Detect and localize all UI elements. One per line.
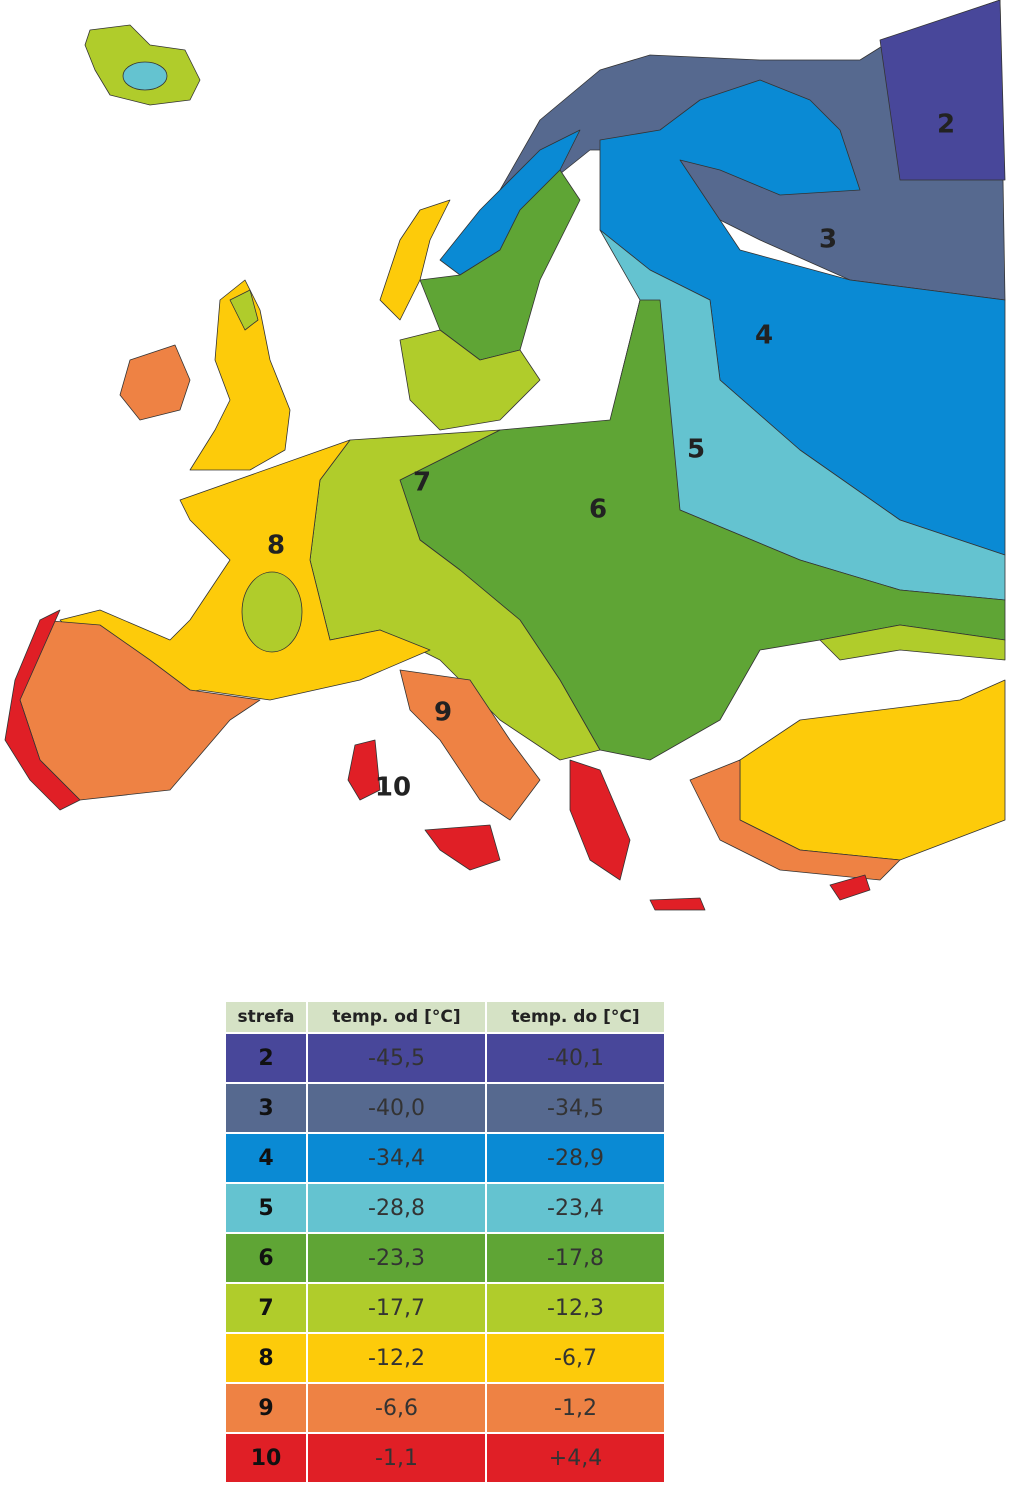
zone-row: 7 -17,7 -12,3 bbox=[226, 1284, 664, 1332]
temperature-cell: -12,3 bbox=[487, 1284, 664, 1332]
zone-cell: 7 bbox=[226, 1284, 306, 1332]
zone-2 bbox=[879, 0, 1006, 181]
header-cell: temp. od [°C] bbox=[308, 1002, 485, 1032]
zone-row: 6 -23,3 -17,8 bbox=[226, 1234, 664, 1282]
zone-table: strefa temp. od [°C] temp. do [°C] 2 -45,… bbox=[224, 1000, 666, 1484]
zone-label: 10 bbox=[375, 773, 411, 803]
zone-cell: 4 bbox=[226, 1134, 306, 1182]
zone-7-east bbox=[819, 624, 1006, 661]
zone-cell: 2 bbox=[226, 1034, 306, 1082]
temperature-cell: -6,7 bbox=[487, 1334, 664, 1382]
zone-cell: 5 bbox=[226, 1184, 306, 1232]
temperature-cell: -6,6 bbox=[308, 1384, 485, 1432]
zone-row: 2 -45,5 -40,1 bbox=[226, 1034, 664, 1082]
zone-row: 9 -6,6 -1,2 bbox=[226, 1384, 664, 1432]
zone-10-spain bbox=[4, 609, 81, 811]
zone-10-greece bbox=[569, 759, 631, 881]
zone-row: 8 -12,2 -6,7 bbox=[226, 1334, 664, 1382]
temperature-cell: -45,5 bbox=[308, 1034, 485, 1082]
zone-9-italy bbox=[399, 669, 541, 821]
zone-label: 3 bbox=[819, 225, 837, 255]
temperature-cell: -28,8 bbox=[308, 1184, 485, 1232]
iceland-zone-5 bbox=[122, 61, 168, 91]
map-shapes bbox=[4, 0, 1006, 911]
header-cell: temp. do [°C] bbox=[487, 1002, 664, 1032]
zone-label: 4 bbox=[755, 321, 773, 351]
temperature-cell: -17,8 bbox=[487, 1234, 664, 1282]
zone-cell: 10 bbox=[226, 1434, 306, 1482]
temperature-cell: -12,2 bbox=[308, 1334, 485, 1382]
temperature-cell: -17,7 bbox=[308, 1284, 485, 1332]
zone-row: 3 -40,0 -34,5 bbox=[226, 1084, 664, 1132]
cyprus bbox=[829, 874, 871, 901]
zone-label: 5 bbox=[687, 435, 705, 465]
europe-map: 2 3 4 5 6 7 8 9 10 bbox=[4, 0, 1006, 911]
zone-row: 4 -34,4 -28,9 bbox=[226, 1134, 664, 1182]
zone-label: 9 bbox=[434, 698, 452, 728]
sicily bbox=[424, 824, 501, 871]
zone-9-turkey bbox=[689, 759, 901, 881]
temperature-cell: +4,4 bbox=[487, 1434, 664, 1482]
temperature-cell: -34,5 bbox=[487, 1084, 664, 1132]
zone-label: 8 bbox=[267, 531, 285, 561]
zone-row: 5 -28,8 -23,4 bbox=[226, 1184, 664, 1232]
zone-label: 6 bbox=[589, 495, 607, 525]
zone-row: 10 -1,1 +4,4 bbox=[226, 1434, 664, 1482]
zone-8-turkey bbox=[739, 679, 1006, 861]
header-cell: strefa bbox=[226, 1002, 306, 1032]
zone-cell: 6 bbox=[226, 1234, 306, 1282]
temperature-cell: -34,4 bbox=[308, 1134, 485, 1182]
zone-7-north bbox=[399, 329, 541, 431]
zone-label: 7 bbox=[413, 468, 431, 498]
temperature-cell: -28,9 bbox=[487, 1134, 664, 1182]
crete bbox=[649, 897, 706, 911]
gb-zone-7 bbox=[229, 289, 259, 331]
temperature-cell: -40,1 bbox=[487, 1034, 664, 1082]
temperature-cell: -23,3 bbox=[308, 1234, 485, 1282]
zone-7-france bbox=[241, 571, 303, 653]
zone-label: 2 bbox=[937, 110, 955, 140]
great-britain bbox=[189, 279, 291, 471]
zone-8-norway bbox=[379, 199, 451, 321]
zone-8-west bbox=[59, 439, 431, 701]
temperature-cell: -1,2 bbox=[487, 1384, 664, 1432]
temperature-cell: -40,0 bbox=[308, 1084, 485, 1132]
ireland bbox=[119, 344, 191, 421]
temperature-cell: -23,4 bbox=[487, 1184, 664, 1232]
sardinia bbox=[347, 739, 381, 801]
table-header: strefa temp. od [°C] temp. do [°C] bbox=[226, 1002, 664, 1032]
temperature-cell: -1,1 bbox=[308, 1434, 485, 1482]
zone-cell: 9 bbox=[226, 1384, 306, 1432]
zone-cell: 8 bbox=[226, 1334, 306, 1382]
zone-cell: 3 bbox=[226, 1084, 306, 1132]
